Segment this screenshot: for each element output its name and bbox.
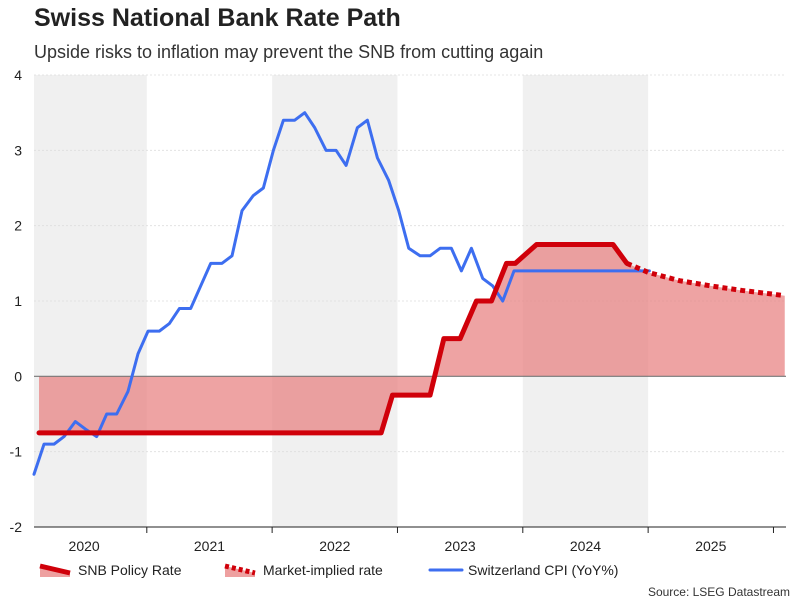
x-tick-label-2020: 2020: [69, 538, 100, 554]
legend: SNB Policy Rate Market-implied rate Switze…: [39, 562, 618, 578]
legend-label-market: Market-implied rate: [263, 562, 383, 578]
chart-title: Swiss National Bank Rate Path: [34, 4, 401, 32]
series-lines: [32, 111, 786, 476]
y-tick-label: -2: [10, 519, 23, 535]
legend-label-snb: SNB Policy Rate: [78, 562, 182, 578]
cpi-line: [32, 111, 651, 476]
y-tick-label: -1: [10, 444, 23, 460]
source-note: Source: LSEG Datastream: [648, 585, 790, 599]
x-tick-label-2021: 2021: [194, 538, 225, 554]
legend-swatch-line-snb: [39, 563, 71, 576]
x-axis-ticks: 2020 2021 2022 2023 2024 2025: [69, 527, 774, 554]
x-tick-label-2023: 2023: [445, 538, 476, 554]
y-tick-label: 3: [14, 142, 22, 158]
legend-item-snb: SNB Policy Rate: [39, 562, 182, 578]
legend-label-cpi: Switzerland CPI (YoY%): [468, 562, 618, 578]
snb-policy-rate-line: [36, 242, 630, 436]
y-tick-label: 1: [14, 293, 22, 309]
y-axis-ticks: 4 3 2 1 0 -1 -2: [10, 67, 23, 535]
legend-item-cpi: Switzerland CPI (YoY%): [428, 562, 618, 578]
x-tick-label-2025: 2025: [695, 538, 726, 554]
y-tick-label: 0: [14, 368, 22, 384]
x-tick-label-2022: 2022: [319, 538, 350, 554]
rate-fill-area: [39, 244, 785, 433]
chart-subtitle: Upside risks to inflation may prevent th…: [34, 42, 544, 62]
x-tick-label-2024: 2024: [570, 538, 601, 554]
rate-fill: [39, 244, 785, 433]
legend-item-market: Market-implied rate: [224, 562, 383, 578]
y-tick-label: 2: [14, 218, 22, 234]
legend-swatch-line-market: [224, 563, 256, 576]
y-tick-label: 4: [14, 67, 22, 83]
